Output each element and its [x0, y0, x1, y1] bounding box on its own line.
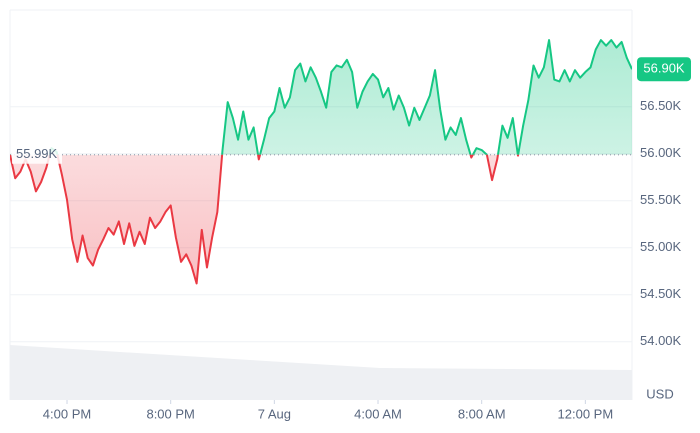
plot: 54.00K 54.50K 55.00K 55.50K 56.00K 56.50K 4:00…	[10, 39, 682, 421]
area-down	[10, 154, 632, 284]
baseline-label-bg	[12, 145, 62, 164]
y-tick-label: 55.50K	[640, 192, 682, 207]
x-tick-label: 4:00 AM	[354, 406, 402, 421]
volume-area	[10, 345, 632, 400]
price-line-down	[10, 154, 520, 285]
price-line-up	[10, 39, 632, 155]
x-tick-label: 7 Aug	[258, 406, 291, 421]
current-price-label: 56.90K	[643, 61, 685, 76]
x-tick-label: 8:00 PM	[146, 406, 194, 421]
x-tick-label: 8:00 AM	[458, 406, 506, 421]
current-price-badge	[637, 57, 691, 82]
baseline-label: 55.99K	[16, 146, 58, 161]
y-tick-label: 54.50K	[640, 286, 682, 301]
x-tick-label: 12:00 PM	[558, 406, 614, 421]
y-tick-label: 54.00K	[640, 333, 682, 348]
y-tick-label: 56.50K	[640, 98, 682, 113]
y-tick-label: 56.00K	[640, 145, 682, 160]
y-unit: USD	[646, 386, 673, 401]
area-up	[10, 40, 632, 155]
y-tick-label: 55.00K	[640, 239, 682, 254]
x-tick-label: 4:00 PM	[43, 406, 91, 421]
